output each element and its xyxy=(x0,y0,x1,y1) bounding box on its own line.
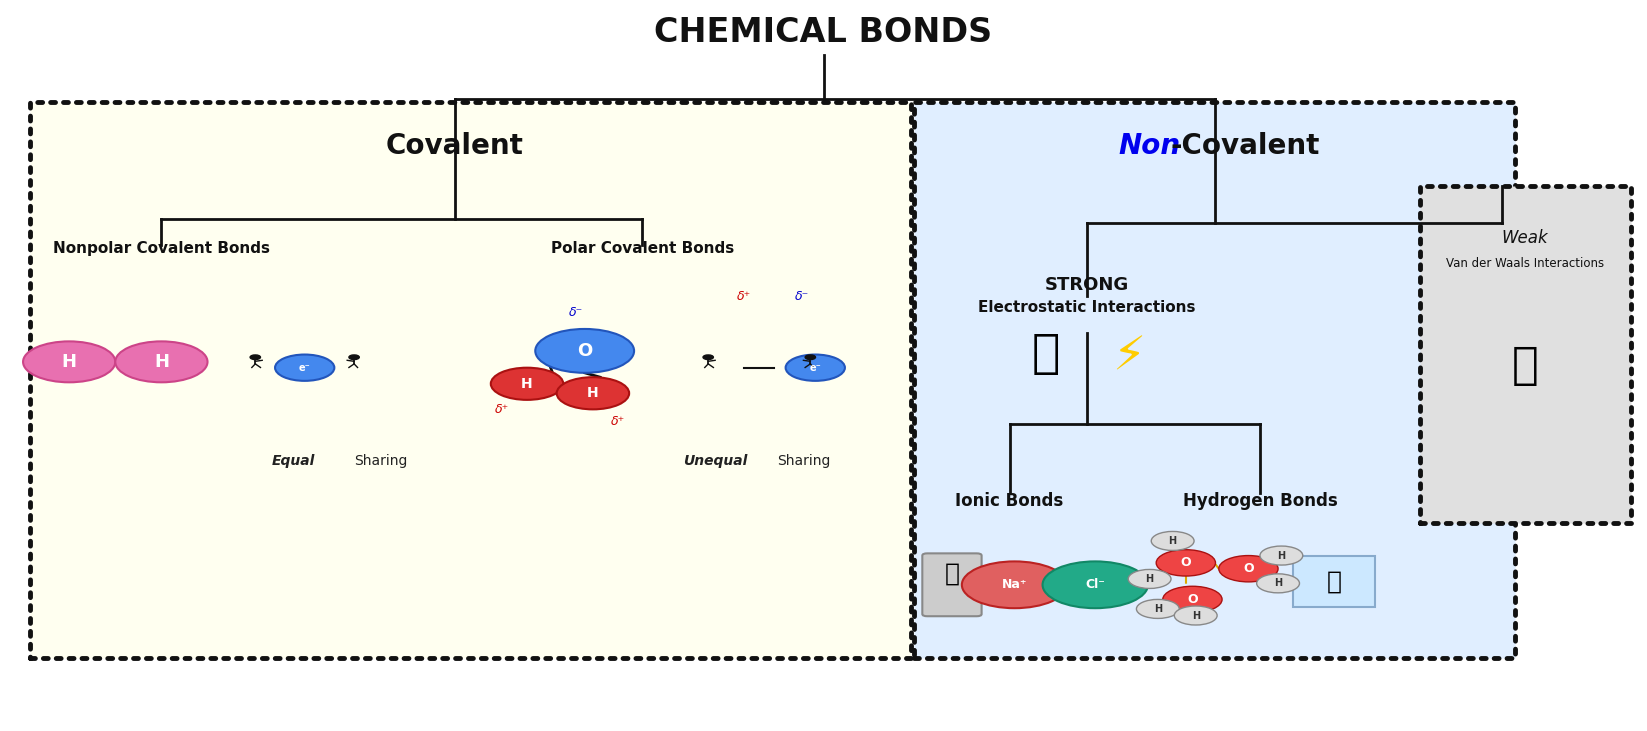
Text: Cl⁻: Cl⁻ xyxy=(1085,578,1105,591)
Circle shape xyxy=(275,355,334,381)
Text: H: H xyxy=(520,376,534,391)
Text: δ⁺: δ⁺ xyxy=(738,289,751,303)
Text: O: O xyxy=(1243,562,1253,575)
Text: O: O xyxy=(576,342,593,360)
Circle shape xyxy=(1128,569,1171,588)
Circle shape xyxy=(962,561,1067,608)
FancyBboxPatch shape xyxy=(914,102,1515,658)
Circle shape xyxy=(786,355,845,381)
Text: H: H xyxy=(61,353,77,371)
Text: H: H xyxy=(586,386,600,401)
Text: Sharing: Sharing xyxy=(777,453,830,468)
Circle shape xyxy=(1260,546,1303,565)
Circle shape xyxy=(349,355,359,360)
Text: H: H xyxy=(1169,536,1176,546)
Text: δ⁻: δ⁻ xyxy=(570,306,583,319)
Circle shape xyxy=(703,355,713,360)
Circle shape xyxy=(115,341,208,382)
Text: e⁻: e⁻ xyxy=(809,363,822,373)
Text: 💪: 💪 xyxy=(1031,332,1061,377)
Text: Nonpolar Covalent Bonds: Nonpolar Covalent Bonds xyxy=(53,241,270,256)
FancyBboxPatch shape xyxy=(30,102,911,658)
Circle shape xyxy=(1174,606,1217,625)
Text: Polar Covalent Bonds: Polar Covalent Bonds xyxy=(550,241,735,256)
Text: H: H xyxy=(1146,574,1153,584)
Circle shape xyxy=(557,377,629,409)
Text: H: H xyxy=(1155,604,1161,614)
Text: Unequal: Unequal xyxy=(684,453,748,468)
Text: O: O xyxy=(1187,593,1197,606)
FancyBboxPatch shape xyxy=(1293,556,1375,607)
FancyBboxPatch shape xyxy=(922,553,982,616)
Text: Hydrogen Bonds: Hydrogen Bonds xyxy=(1183,492,1337,510)
Text: -Covalent: -Covalent xyxy=(1171,132,1319,160)
Circle shape xyxy=(1219,556,1278,582)
Circle shape xyxy=(535,329,634,373)
Text: Non: Non xyxy=(1118,132,1181,160)
Text: Ionic Bonds: Ionic Bonds xyxy=(955,492,1064,510)
Circle shape xyxy=(1257,574,1299,593)
Circle shape xyxy=(1163,586,1222,613)
Text: Electrostatic Interactions: Electrostatic Interactions xyxy=(978,300,1196,314)
Text: 🧂: 🧂 xyxy=(944,562,960,586)
Circle shape xyxy=(1151,531,1194,550)
FancyBboxPatch shape xyxy=(1420,186,1631,523)
Text: Van der Waals Interactions: Van der Waals Interactions xyxy=(1446,257,1604,270)
Text: Covalent: Covalent xyxy=(385,132,524,160)
Text: H: H xyxy=(1275,578,1281,588)
Circle shape xyxy=(23,341,115,382)
Text: 🤸: 🤸 xyxy=(1512,344,1538,387)
Text: H: H xyxy=(1192,610,1199,621)
Text: Weak: Weak xyxy=(1502,229,1548,246)
Text: CHEMICAL BONDS: CHEMICAL BONDS xyxy=(654,16,993,50)
Text: STRONG: STRONG xyxy=(1044,276,1130,294)
Circle shape xyxy=(1156,550,1215,576)
Text: Na⁺: Na⁺ xyxy=(1001,578,1028,591)
Text: H: H xyxy=(1278,550,1285,561)
Text: 🧊: 🧊 xyxy=(1326,569,1342,593)
Text: δ⁺: δ⁺ xyxy=(611,414,624,428)
Circle shape xyxy=(250,355,260,360)
Text: Equal: Equal xyxy=(272,453,315,468)
Text: Sharing: Sharing xyxy=(354,453,407,468)
Text: δ⁺: δ⁺ xyxy=(496,403,509,416)
Text: δ⁻: δ⁻ xyxy=(796,289,809,303)
Circle shape xyxy=(1136,599,1179,618)
Text: ⚡: ⚡ xyxy=(1112,336,1145,381)
Circle shape xyxy=(805,355,815,360)
Text: O: O xyxy=(1181,556,1191,569)
Text: H: H xyxy=(153,353,170,371)
Circle shape xyxy=(491,368,563,400)
Text: e⁻: e⁻ xyxy=(298,363,311,373)
Circle shape xyxy=(1043,561,1148,608)
